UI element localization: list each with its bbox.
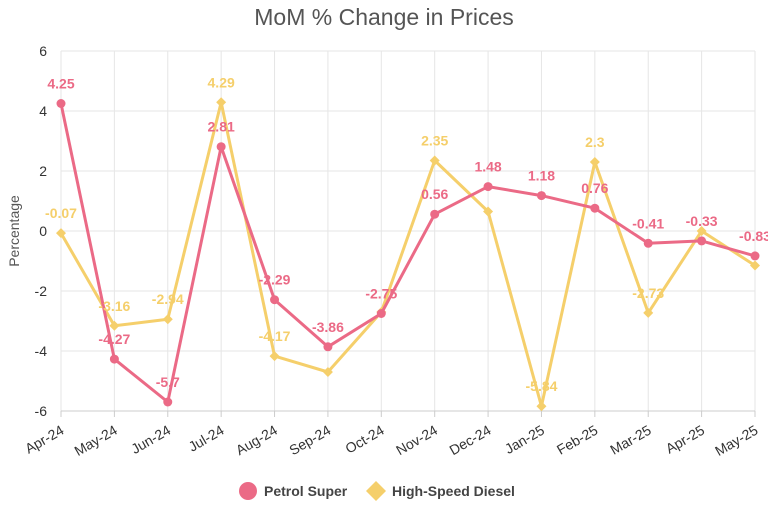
x-tick-label: May-24 <box>71 422 120 459</box>
legend-label: Petrol Super <box>264 483 348 499</box>
data-label: -2.73 <box>632 285 664 301</box>
data-point-diamond[interactable] <box>643 307 654 318</box>
data-point-diamond[interactable] <box>589 157 600 167</box>
data-label: -2.94 <box>152 291 184 307</box>
data-label: -4.27 <box>98 331 130 347</box>
data-labels: -0.07 -3.16 -2.94 4.29 -4.17 2.35 -5.84 2.3 -2.7… <box>45 74 768 394</box>
data-label: -0.07 <box>45 205 77 221</box>
y-tick-label: 6 <box>39 43 47 59</box>
data-point-diamond[interactable] <box>696 226 707 236</box>
legend: Petrol Super High-Speed Diesel <box>239 481 515 501</box>
y-tick-label: 4 <box>39 103 47 119</box>
data-point-circle[interactable] <box>323 342 333 352</box>
x-tick-label: Apr-25 <box>663 422 708 457</box>
x-tick-label: May-25 <box>712 422 761 459</box>
x-axis-ticks: Apr-24 May-24 Jun-24 Jul-24 Aug-24 Sep-24 Oct-… <box>22 411 761 459</box>
data-label: -2.75 <box>365 286 397 302</box>
y-tick-label: -6 <box>35 403 48 419</box>
series-line <box>59 100 756 408</box>
data-point-circle[interactable] <box>483 182 493 192</box>
data-label: -4.17 <box>259 328 291 344</box>
data-label: -0.41 <box>632 215 664 231</box>
data-label: 1.18 <box>528 168 555 184</box>
data-point-circle[interactable] <box>163 397 173 407</box>
y-axis-label: Percentage <box>6 195 22 267</box>
data-point-diamond[interactable] <box>109 320 120 331</box>
data-label: 2.35 <box>421 133 448 149</box>
data-label: -0.83 <box>739 228 768 244</box>
data-label: -5.7 <box>156 374 180 390</box>
data-label: 4.29 <box>208 74 235 90</box>
data-point-circle[interactable] <box>643 238 653 248</box>
x-tick-label: Jun-24 <box>128 422 173 457</box>
data-point-circle[interactable] <box>109 354 119 364</box>
y-tick-label: 2 <box>39 163 47 179</box>
data-point-diamond[interactable] <box>322 367 333 377</box>
data-label: -2.29 <box>259 272 291 288</box>
gridlines <box>60 50 756 412</box>
series-line <box>59 103 756 404</box>
legend-item[interactable]: High-Speed Diesel <box>366 481 515 501</box>
data-point-diamond[interactable] <box>56 228 66 239</box>
data-point-circle[interactable] <box>430 209 440 219</box>
data-label: 0.76 <box>581 180 608 196</box>
data-point-circle[interactable] <box>56 99 66 108</box>
x-tick-label: Oct-24 <box>342 422 387 457</box>
y-tick-label: 0 <box>39 223 47 239</box>
x-tick-label: Feb-25 <box>554 422 601 458</box>
x-tick-label: Aug-24 <box>233 422 280 459</box>
series-circle-group <box>56 99 760 407</box>
data-label: 4.25 <box>47 76 74 92</box>
data-point-diamond[interactable] <box>216 97 227 108</box>
data-point-circle[interactable] <box>590 203 600 213</box>
series-diamond-group <box>56 97 760 412</box>
data-point-circle[interactable] <box>270 295 280 305</box>
data-point-diamond[interactable] <box>162 314 173 325</box>
data-point-circle[interactable] <box>376 309 386 318</box>
x-tick-label: Apr-24 <box>22 422 67 457</box>
series-group <box>56 97 760 412</box>
x-tick-label: Jul-24 <box>186 422 227 455</box>
data-point-circle[interactable] <box>750 251 760 261</box>
x-tick-label: Dec-24 <box>446 422 493 459</box>
data-point-diamond[interactable] <box>269 351 280 362</box>
legend-diamond-icon <box>366 481 386 501</box>
data-label: 2.3 <box>585 134 605 150</box>
chart-title: MoM % Change in Prices <box>254 4 514 30</box>
data-label: -5.84 <box>526 378 558 394</box>
y-tick-label: -2 <box>35 283 48 299</box>
legend-label: High-Speed Diesel <box>392 483 515 499</box>
data-label: 2.81 <box>208 119 235 135</box>
data-point-circle[interactable] <box>697 236 707 246</box>
data-point-diamond[interactable] <box>536 401 547 412</box>
data-point-circle[interactable] <box>536 191 546 201</box>
data-point-diamond[interactable] <box>750 260 760 271</box>
x-tick-label: Mar-25 <box>607 422 654 458</box>
legend-circle-icon <box>239 482 257 500</box>
x-tick-label: Jan-25 <box>502 422 547 457</box>
y-axis-ticks: 6 4 2 0 -2 -4 -6 <box>35 43 48 419</box>
data-label: -3.16 <box>98 298 130 314</box>
y-tick-label: -4 <box>35 343 48 359</box>
data-point-diamond[interactable] <box>429 155 440 166</box>
data-point-circle[interactable] <box>216 142 226 152</box>
data-point-diamond[interactable] <box>483 206 494 217</box>
data-label: -3.86 <box>312 319 344 335</box>
legend-item[interactable]: Petrol Super <box>239 482 348 500</box>
data-label: 1.48 <box>474 159 501 175</box>
data-label: -0.33 <box>686 213 718 229</box>
x-tick-label: Sep-24 <box>286 422 333 459</box>
data-label: 0.56 <box>421 186 448 202</box>
x-tick-label: Nov-24 <box>393 422 440 459</box>
